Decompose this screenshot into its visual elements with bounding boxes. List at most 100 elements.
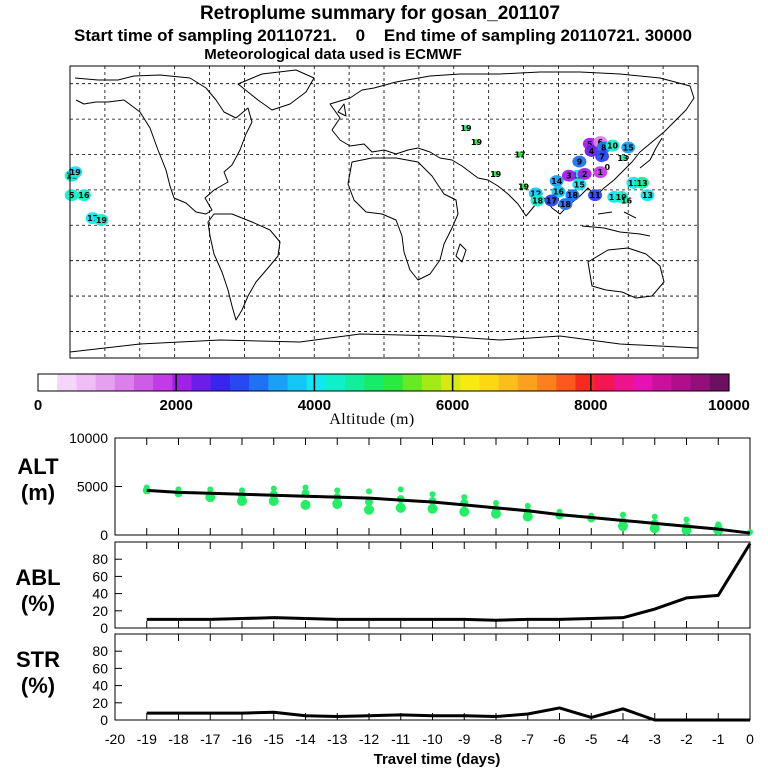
x-tick-label: -5: [585, 731, 598, 747]
cluster-label: 16: [78, 191, 90, 200]
colorbar-swatch: [594, 374, 615, 391]
x-tick-label: -14: [295, 731, 315, 747]
cluster-label: 5: [69, 191, 75, 200]
cluster-marker: [462, 124, 470, 131]
y-tick-label: 0: [100, 712, 108, 728]
cluster-label: 19: [490, 170, 502, 179]
cluster-label: 13: [637, 179, 648, 188]
cluster-label: 10: [607, 142, 619, 151]
cluster-label: 17: [87, 214, 98, 223]
cluster-marker: [572, 155, 587, 168]
coast-south-america: [207, 213, 281, 321]
cluster-label: 19: [518, 182, 530, 191]
altitude-point: [491, 508, 501, 519]
figure-title: Retroplume summary for gosan_201107: [200, 3, 560, 24]
cluster-marker: [640, 189, 655, 202]
cluster-marker: [551, 185, 566, 198]
alt-unit: (m): [21, 480, 55, 505]
panel-frame: [114, 541, 751, 629]
cluster-markers: 5468710151391301231415161817121818111419…: [64, 124, 655, 226]
colorbar-swatch: [460, 374, 481, 391]
cluster-marker: [595, 150, 610, 163]
alt-title: ALT: [17, 454, 59, 479]
colorbar-swatch: [690, 374, 711, 391]
cluster-marker: [472, 139, 480, 146]
colorbar-swatch: [210, 374, 231, 391]
cluster-label: 18: [532, 196, 544, 205]
coastlines: [69, 69, 699, 353]
altitude-point: [649, 523, 660, 534]
colorbar-tick-label: 2000: [160, 397, 193, 414]
alt-panel: ALT (m) 0 5000 10000: [17, 430, 753, 543]
cluster-marker: [549, 175, 564, 187]
cluster-marker: [64, 189, 79, 202]
x-axis-label: Travel time (days): [374, 751, 501, 768]
colorbar-swatch: [153, 374, 173, 391]
cluster-label: 11: [590, 191, 602, 200]
cluster-label: 19: [471, 138, 483, 147]
x-tick-label: -6: [553, 731, 566, 747]
cluster-marker: [530, 194, 545, 207]
y-tick-label: 80: [92, 643, 108, 659]
cluster-label: 17: [514, 150, 525, 159]
altitude-point: [268, 496, 279, 507]
colorbar-swatches: [38, 374, 730, 391]
x-tick-label: -19: [137, 731, 157, 747]
altitude-point: [300, 499, 311, 510]
colorbar-swatch: [133, 374, 154, 391]
colorbar-swatch: [633, 374, 653, 391]
y-tick-label: 0: [100, 620, 108, 636]
altitude-point: [493, 499, 499, 506]
colorbar-swatch: [364, 374, 385, 391]
colorbar-tick-label: 6000: [436, 397, 469, 414]
x-tick-label: -1: [712, 731, 725, 747]
cluster-marker: [558, 198, 573, 210]
cluster-marker: [68, 166, 83, 179]
cluster-label: 18: [567, 191, 579, 200]
map-panel: 5468710151391301231415161817121818111419…: [64, 65, 699, 359]
cluster-label: 17: [546, 196, 557, 205]
altitude-point: [618, 521, 628, 532]
colorbar-frame: [37, 373, 730, 392]
x-tick-label: -10: [422, 731, 442, 747]
altitude-point: [395, 502, 406, 513]
colorbar-swatch: [613, 374, 634, 391]
altitude-point: [427, 503, 438, 514]
altitude-point: [365, 498, 373, 507]
colorbar-swatch: [191, 374, 212, 391]
y-tick-label: 60: [92, 568, 108, 584]
cluster-label: 15: [574, 181, 586, 190]
x-tick-label: -9: [458, 731, 471, 747]
cluster-marker: [619, 155, 627, 161]
colorbar-swatch: [268, 374, 289, 391]
colorbar-swatch: [441, 374, 461, 391]
colorbar-swatch: [325, 374, 346, 391]
y-tick-label: 80: [92, 551, 108, 567]
y-tick-label: 0: [100, 527, 108, 543]
cluster-label: 13: [617, 154, 628, 163]
cluster-marker: [593, 166, 608, 179]
colorbar-swatch: [479, 374, 500, 391]
cluster-label: 16: [553, 188, 565, 197]
coast-greenland: [237, 69, 315, 111]
x-tick-label: -11: [391, 731, 410, 747]
colorbar-swatch: [229, 374, 250, 391]
y-tick-label: 40: [92, 586, 108, 602]
coast-australia: [587, 247, 665, 299]
altitude-point: [397, 486, 404, 493]
cluster-label: 13: [642, 191, 653, 200]
x-tick-label: -7: [522, 731, 535, 747]
cluster-marker: [544, 194, 559, 207]
cluster-label: 12: [530, 189, 541, 198]
colorbar-swatch: [57, 374, 77, 391]
cluster-marker: [492, 170, 500, 177]
cluster-marker: [76, 189, 91, 202]
cluster-label: 15: [623, 143, 635, 152]
x-tick-label: -2: [680, 731, 693, 747]
colorbar-swatch: [287, 374, 308, 391]
colorbar-swatch: [306, 374, 327, 391]
x-tick-label: -4: [617, 731, 630, 747]
y-tick-label: 60: [92, 660, 108, 676]
